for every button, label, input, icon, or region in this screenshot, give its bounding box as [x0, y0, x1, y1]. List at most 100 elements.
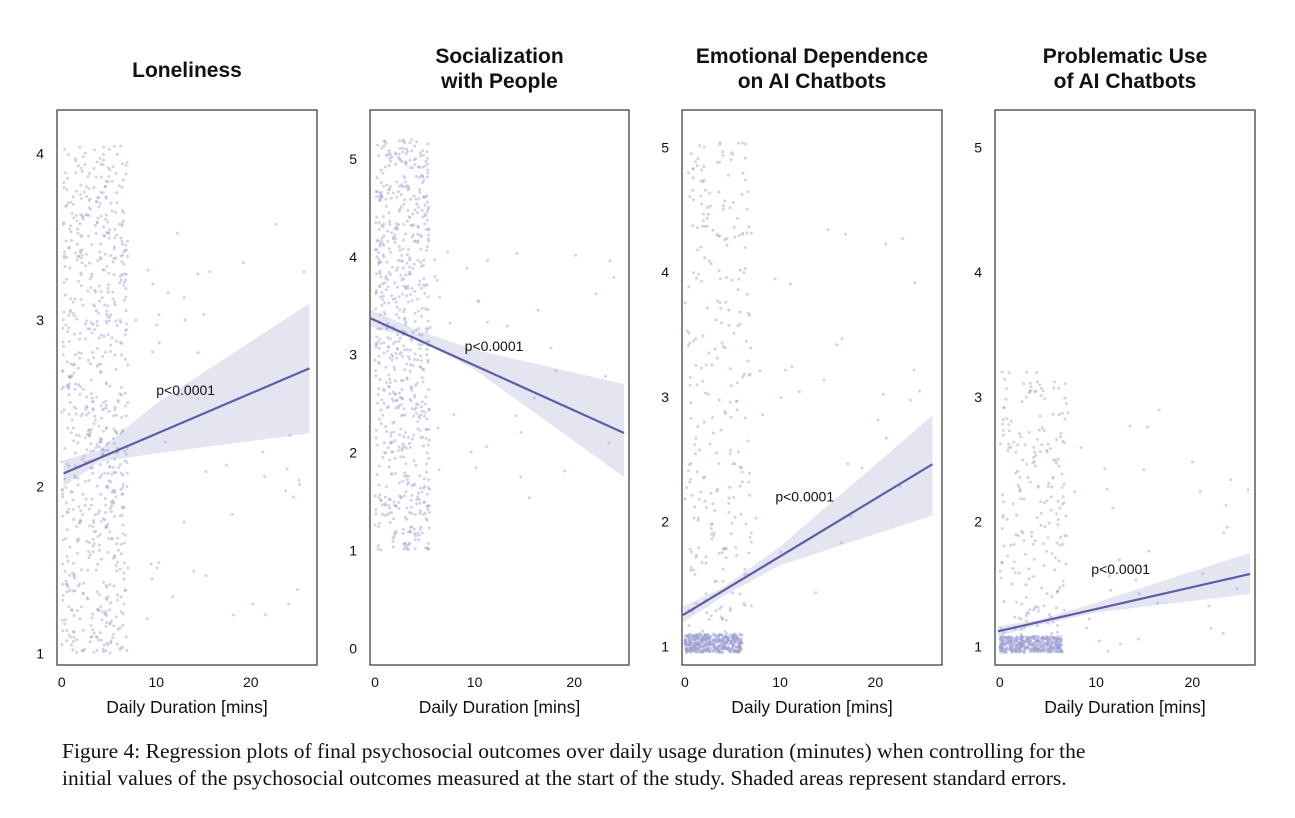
- data-point: [387, 163, 391, 167]
- data-point: [123, 248, 127, 252]
- data-point: [94, 568, 98, 572]
- data-point: [1042, 648, 1046, 652]
- data-point: [114, 430, 118, 434]
- data-point: [1033, 539, 1037, 543]
- data-point: [718, 234, 722, 238]
- data-point: [384, 274, 388, 278]
- data-point: [1005, 517, 1009, 521]
- data-point: [105, 621, 109, 625]
- data-point: [1066, 411, 1070, 415]
- data-point: [73, 464, 77, 468]
- data-point: [1026, 646, 1030, 650]
- data-point: [419, 359, 423, 363]
- data-point: [382, 139, 386, 143]
- data-point: [700, 640, 704, 644]
- data-point: [738, 640, 742, 644]
- data-point: [735, 650, 739, 654]
- data-point: [397, 223, 400, 227]
- data-point: [110, 180, 114, 183]
- data-point: [101, 158, 105, 162]
- data-point: [1045, 592, 1049, 596]
- data-point: [101, 517, 105, 521]
- data-point: [409, 526, 413, 529]
- data-point: [1021, 531, 1025, 535]
- data-point: [121, 506, 125, 510]
- data-point: [1006, 640, 1009, 644]
- data-point: [704, 646, 708, 650]
- data-point: [416, 495, 420, 499]
- data-point: [103, 185, 107, 189]
- data-point: [68, 227, 72, 231]
- data-point: [693, 646, 697, 650]
- data-point: [708, 645, 712, 649]
- data-point: [76, 476, 80, 480]
- data-point: [694, 601, 698, 605]
- data-point: [390, 450, 394, 454]
- data-point: [1055, 512, 1059, 516]
- data-point: [532, 396, 536, 400]
- data-point: [740, 637, 743, 641]
- data-point: [695, 470, 699, 474]
- data-point: [89, 635, 93, 639]
- data-point: [1222, 531, 1226, 535]
- data-point: [413, 290, 417, 293]
- data-point: [1014, 639, 1018, 642]
- data-point: [373, 369, 377, 373]
- data-point: [1020, 637, 1024, 641]
- data-point: [728, 485, 732, 489]
- data-point: [1042, 641, 1045, 645]
- data-point: [410, 149, 414, 153]
- data-point: [76, 584, 80, 588]
- data-point: [723, 238, 727, 241]
- data-point: [112, 624, 116, 628]
- data-point: [122, 571, 126, 575]
- data-point: [1032, 642, 1036, 646]
- data-point: [116, 399, 120, 402]
- data-point: [701, 650, 705, 654]
- data-point: [72, 572, 76, 576]
- data-point: [104, 381, 108, 385]
- data-point: [66, 511, 70, 515]
- data-point: [418, 347, 422, 351]
- data-point: [87, 429, 91, 433]
- data-point: [396, 347, 399, 351]
- data-point: [1024, 596, 1028, 599]
- data-point: [731, 643, 735, 647]
- regression-line: [682, 463, 934, 617]
- data-point: [122, 284, 126, 288]
- data-point: [89, 503, 93, 507]
- data-point: [703, 633, 707, 637]
- data-point: [712, 534, 716, 538]
- data-point: [1059, 535, 1062, 539]
- data-point: [716, 648, 720, 652]
- data-point: [398, 336, 402, 340]
- data-point: [1029, 648, 1033, 652]
- data-point: [91, 400, 95, 404]
- data-point: [407, 436, 410, 439]
- data-point: [62, 281, 66, 284]
- data-point: [414, 197, 418, 201]
- data-point: [91, 351, 95, 354]
- data-point: [78, 331, 82, 335]
- data-point: [1052, 636, 1056, 640]
- data-point: [427, 233, 431, 237]
- data-point: [1036, 650, 1040, 654]
- data-point: [410, 224, 414, 228]
- data-point: [378, 244, 382, 248]
- data-point: [737, 650, 741, 654]
- data-point: [427, 504, 431, 508]
- data-point: [1047, 647, 1051, 651]
- data-point: [1006, 449, 1010, 453]
- data-point: [729, 640, 733, 644]
- data-point: [395, 195, 399, 199]
- data-point: [375, 255, 379, 259]
- data-point: [398, 147, 402, 151]
- data-point: [121, 485, 125, 489]
- data-point: [114, 413, 118, 417]
- regression-line: [997, 572, 1251, 633]
- data-point: [718, 143, 722, 146]
- data-point: [384, 153, 388, 157]
- data-point: [1041, 542, 1045, 546]
- data-point: [700, 168, 703, 172]
- data-point: [689, 647, 693, 650]
